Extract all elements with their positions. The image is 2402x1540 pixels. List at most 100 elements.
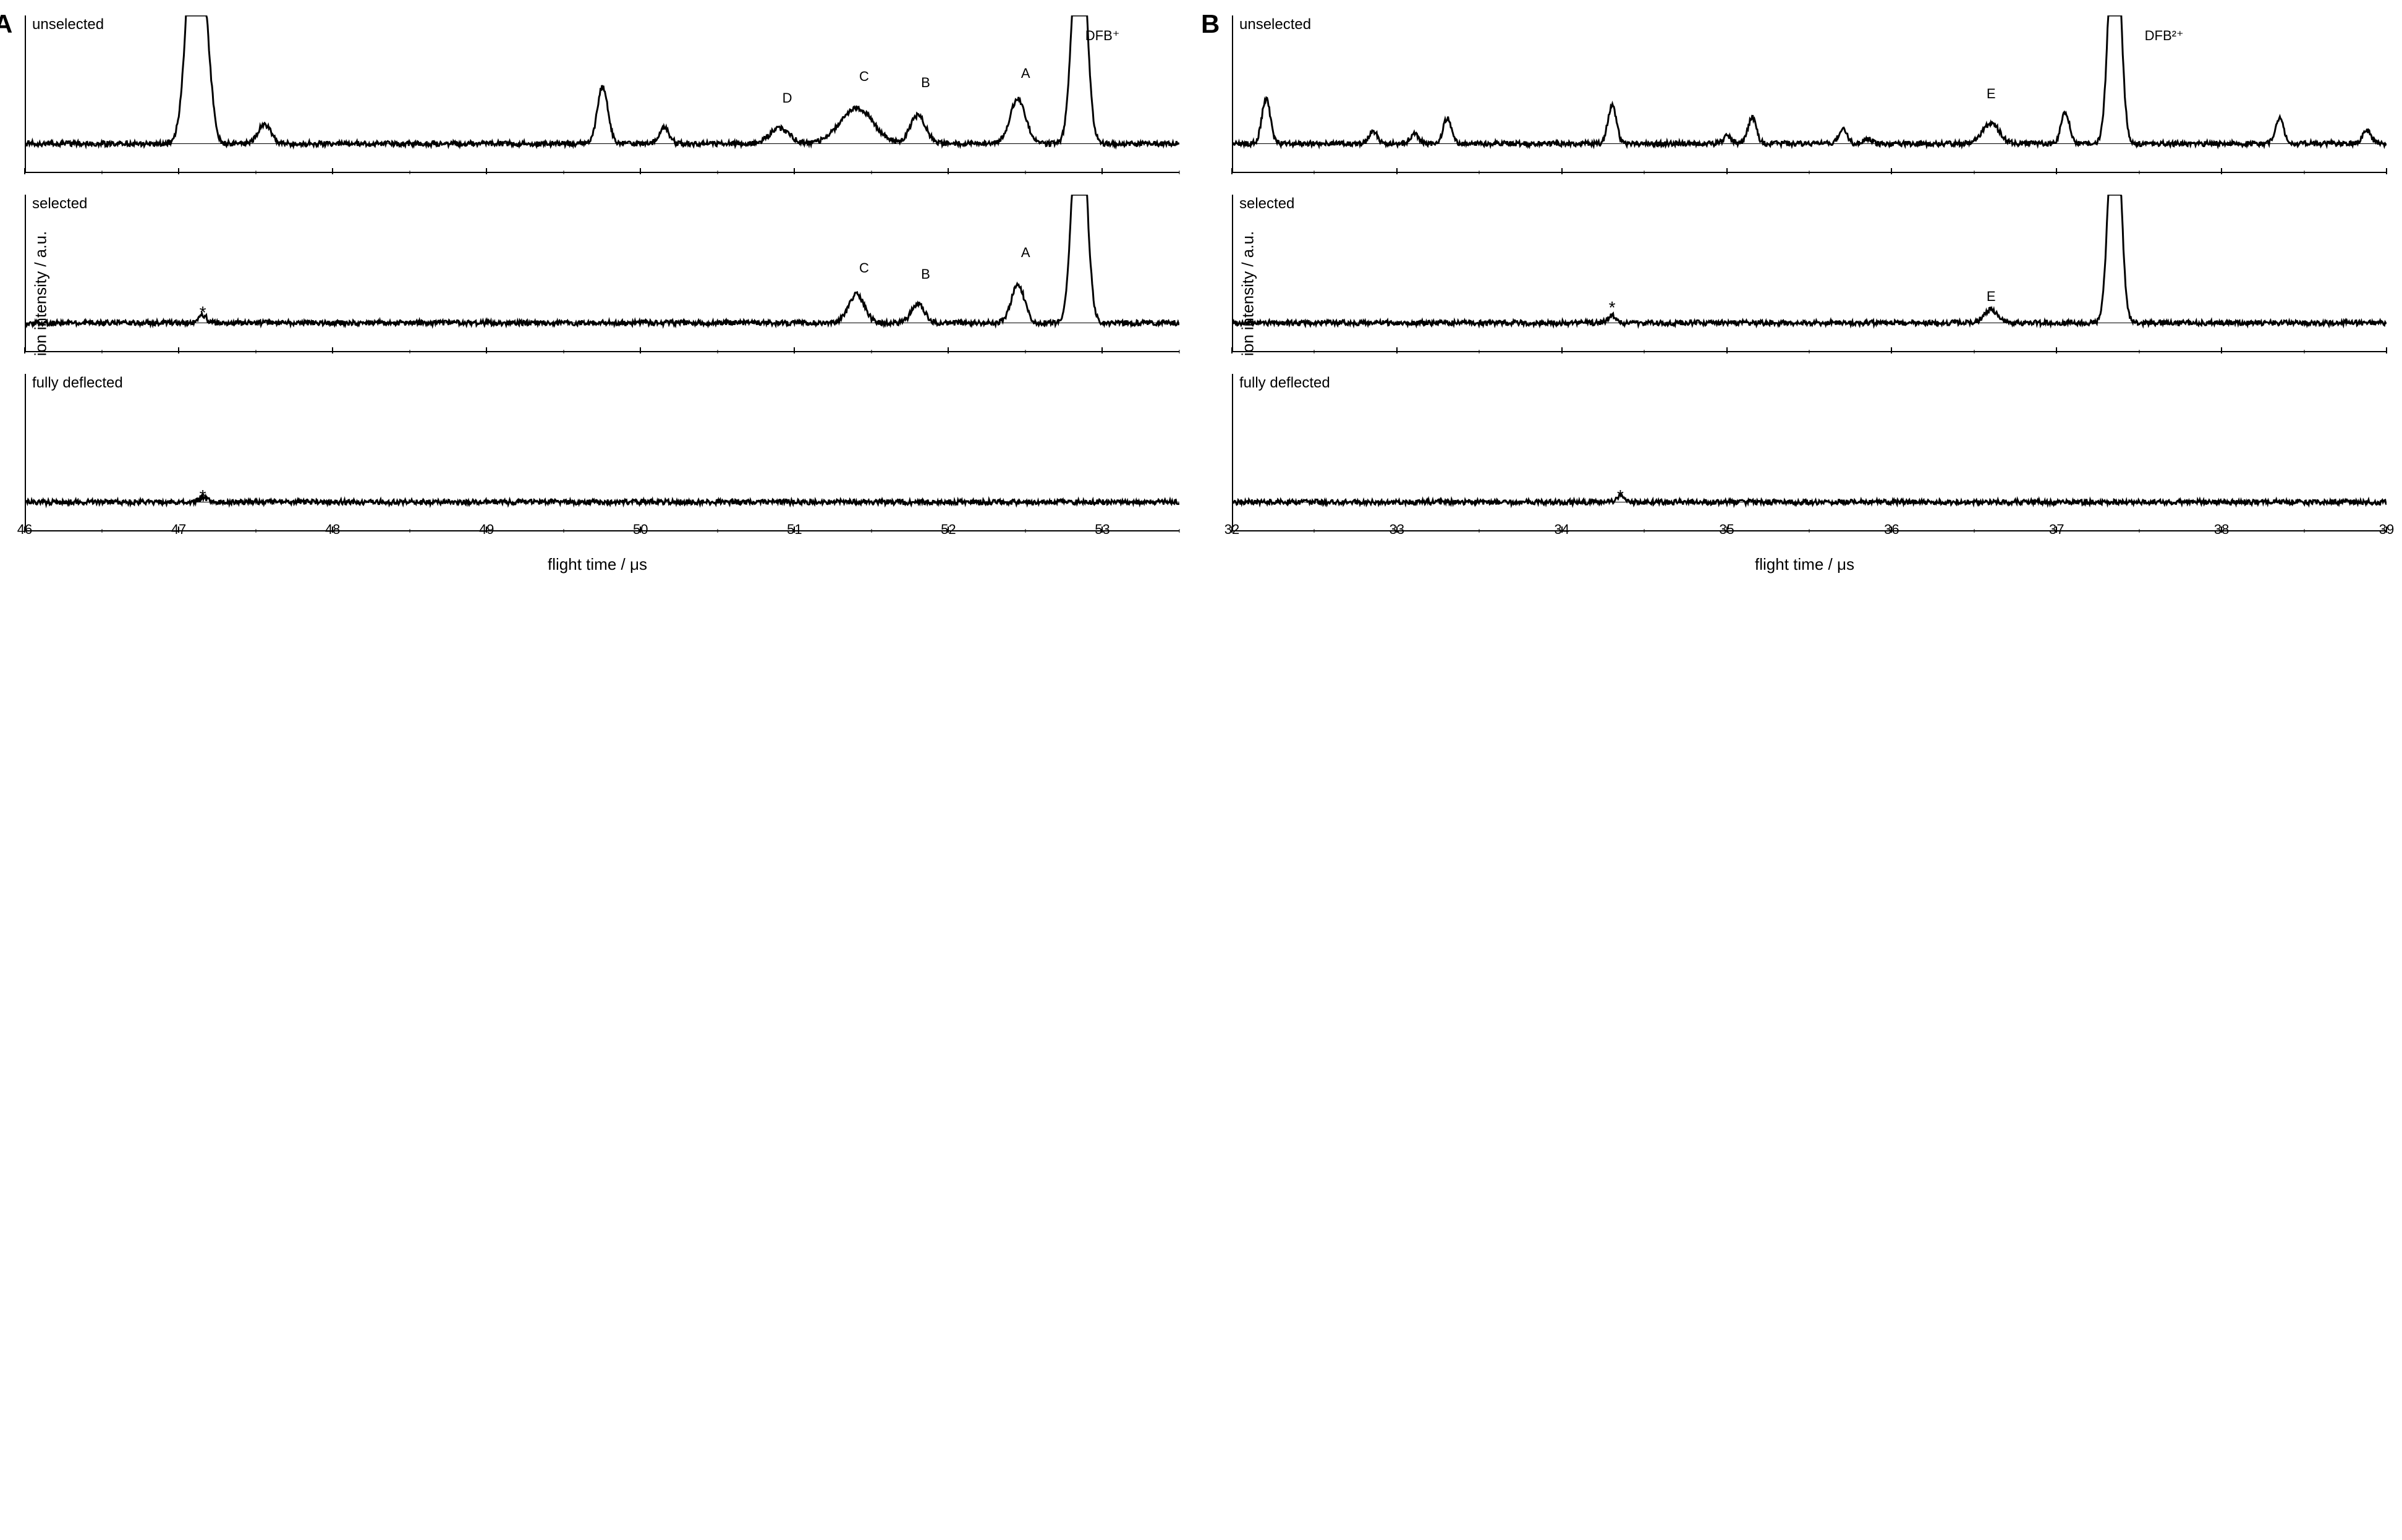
x-tick-mark — [1891, 347, 1892, 353]
plot-area: DFB⁺ABCD — [25, 15, 1179, 173]
panel-b-x-label: flight time / μs — [1220, 555, 2390, 574]
x-tick-label: 47 — [171, 522, 186, 538]
x-tick-mark — [794, 168, 795, 174]
x-tick-minor — [563, 171, 564, 174]
spectrum-svg — [26, 374, 1179, 530]
x-ticks — [1232, 352, 2387, 371]
x-tick-mark — [1396, 347, 1398, 353]
x-tick-mark — [2221, 168, 2222, 174]
peak-label: DFB⁺ — [1085, 28, 1120, 44]
x-tick-label: 34 — [1554, 522, 1569, 538]
spectrum-svg — [1233, 374, 2387, 530]
x-tick-minor — [871, 350, 872, 353]
x-tick-label: 49 — [479, 522, 494, 538]
x-tick-mark — [2386, 168, 2387, 174]
plot-area: DFB²⁺ E — [1232, 15, 2387, 173]
x-tick-mark — [640, 347, 641, 353]
x-tick-minor — [1179, 171, 1180, 174]
x-tick-minor — [1314, 529, 1315, 533]
x-tick-mark — [486, 168, 487, 174]
plot-area: * — [25, 374, 1179, 531]
panel-a-subplots: DFB⁺ABCD unselected ABC* selected * full… — [12, 12, 1182, 550]
x-tick-minor — [1644, 529, 1645, 533]
x-tick-minor — [1179, 529, 1180, 533]
x-tick-minor — [101, 350, 102, 353]
x-tick-mark — [2386, 347, 2387, 353]
subplot-label: unselected — [1239, 16, 1311, 33]
x-tick-minor — [101, 529, 102, 533]
x-tick-mark — [2056, 347, 2057, 353]
x-tick-minor — [1479, 171, 1480, 174]
x-tick-minor — [717, 529, 718, 533]
peak-label: B — [921, 266, 930, 282]
x-tick-minor — [101, 171, 102, 174]
x-tick-minor — [871, 171, 872, 174]
x-tick-minor — [1644, 171, 1645, 174]
peak-label: D — [783, 90, 792, 106]
peak-label: B — [921, 75, 930, 91]
x-tick-mark — [948, 347, 949, 353]
x-tick-mark — [2221, 347, 2222, 353]
subplot-label: unselected — [32, 16, 104, 33]
x-ticks — [25, 173, 1179, 192]
x-tick-label: 51 — [787, 522, 802, 538]
x-tick-mark — [1891, 168, 1892, 174]
plot-area: * — [1232, 374, 2387, 531]
x-tick-minor — [717, 350, 718, 353]
asterisk-marker: * — [200, 486, 206, 506]
panel-b-subplot-2: * fully deflected 3233343536373839 — [1220, 371, 2390, 550]
panel-b-subplot-0: DFB²⁺ E unselected — [1220, 12, 2390, 192]
x-ticks — [1232, 173, 2387, 192]
x-tick-label: 32 — [1224, 522, 1239, 538]
panel-a-subplot-1: ABC* selected — [12, 192, 1182, 371]
x-tick-label: 53 — [1095, 522, 1110, 538]
x-tick-mark — [486, 347, 487, 353]
subplot-label: fully deflected — [32, 374, 123, 392]
x-tick-mark — [948, 168, 949, 174]
x-ticks: 4647484950515253 — [25, 531, 1179, 550]
x-tick-minor — [1809, 350, 1810, 353]
x-tick-minor — [1809, 529, 1810, 533]
asterisk-marker: * — [200, 303, 206, 323]
x-tick-mark — [178, 168, 179, 174]
x-tick-minor — [563, 529, 564, 533]
peak-label: E — [1987, 86, 1996, 102]
subplot-label: fully deflected — [1239, 374, 1330, 392]
figure-container: A ion intensity / a.u. DFB⁺ABCD unselect… — [12, 12, 2390, 574]
x-tick-minor — [409, 529, 410, 533]
panel-b-label: B — [1201, 9, 1220, 39]
x-tick-minor — [1644, 350, 1645, 353]
x-tick-minor — [409, 171, 410, 174]
x-tick-minor — [255, 529, 256, 533]
panel-a-label: A — [0, 9, 12, 39]
x-tick-mark — [178, 347, 179, 353]
x-tick-minor — [255, 350, 256, 353]
spectrum-svg — [1233, 15, 2387, 172]
x-tick-mark — [1726, 347, 1728, 353]
x-ticks — [25, 352, 1179, 371]
panel-a-subplot-0: DFB⁺ABCD unselected — [12, 12, 1182, 192]
peak-label: DFB²⁺ — [2145, 28, 2184, 44]
x-tick-mark — [640, 168, 641, 174]
panel-a-x-label: flight time / μs — [12, 555, 1182, 574]
x-tick-minor — [1809, 171, 1810, 174]
x-tick-mark — [1101, 347, 1103, 353]
x-tick-minor — [1314, 350, 1315, 353]
panel-b-subplot-1: E * selected — [1220, 192, 2390, 371]
peak-label: E — [1987, 289, 1996, 305]
subplot-label: selected — [1239, 195, 1294, 213]
x-tick-label: 36 — [1884, 522, 1899, 538]
x-tick-mark — [1561, 347, 1563, 353]
x-tick-mark — [332, 347, 333, 353]
x-tick-minor — [563, 350, 564, 353]
panel-a-subplot-2: * fully deflected 4647484950515253 — [12, 371, 1182, 550]
panel-a: A ion intensity / a.u. DFB⁺ABCD unselect… — [12, 12, 1182, 574]
x-tick-mark — [794, 347, 795, 353]
x-tick-label: 33 — [1390, 522, 1404, 538]
asterisk-marker: * — [1617, 486, 1624, 506]
x-tick-minor — [1479, 529, 1480, 533]
x-tick-minor — [255, 171, 256, 174]
asterisk-marker: * — [1609, 298, 1616, 318]
spectrum-svg — [26, 15, 1179, 172]
x-tick-label: 46 — [17, 522, 32, 538]
